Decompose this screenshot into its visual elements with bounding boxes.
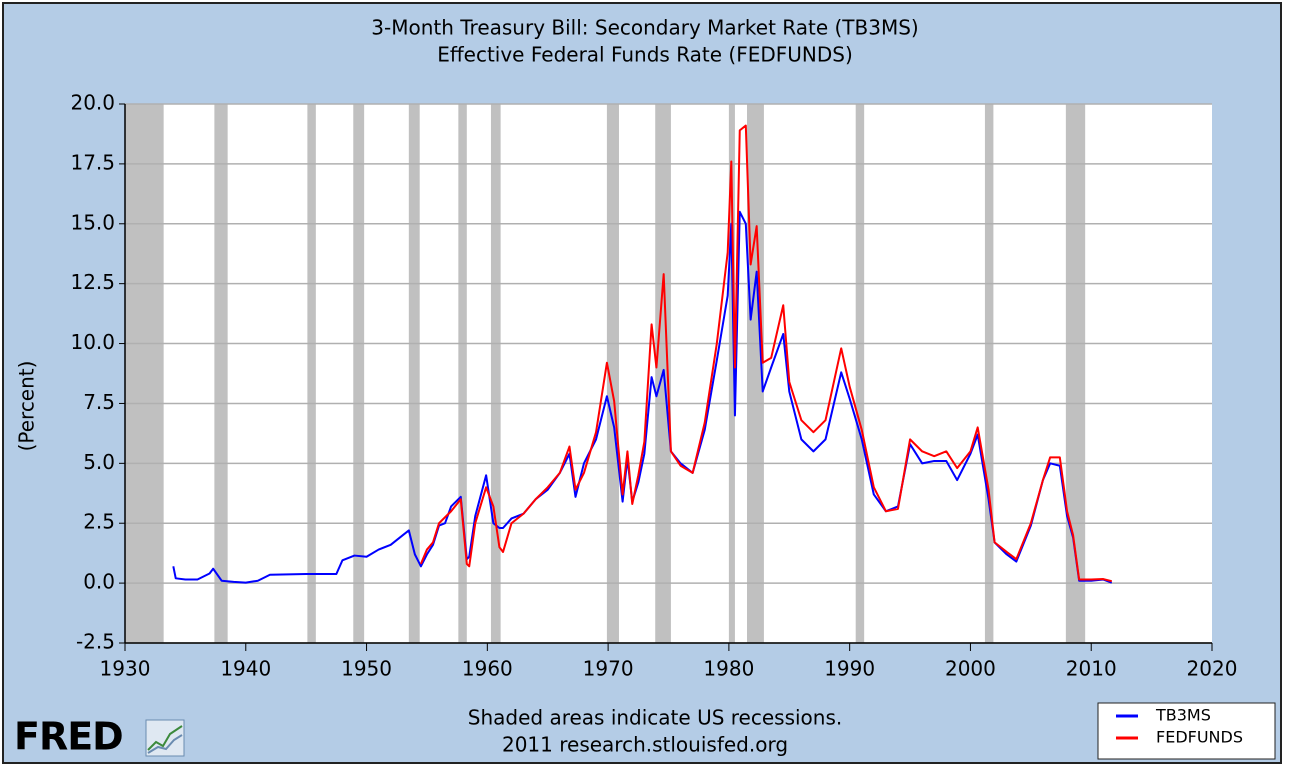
x-tick-label: 1980 [703, 657, 754, 681]
y-tick-label: 0.0 [83, 570, 115, 594]
x-tick-label: 1930 [100, 657, 151, 681]
x-tick-label: 2020 [1187, 657, 1238, 681]
y-tick-label: 5.0 [83, 450, 115, 474]
recession-band [855, 104, 865, 643]
source-note: 2011 research.stlouisfed.org [502, 733, 788, 757]
recession-band [458, 104, 467, 643]
y-tick-label: 2.5 [83, 510, 115, 534]
recession-band [984, 104, 994, 643]
x-tick-label: 1970 [583, 657, 634, 681]
chart-subtitle: Effective Federal Funds Rate (FEDFUNDS) [437, 43, 853, 67]
y-tick-label: 20.0 [70, 91, 115, 115]
recession-band [606, 104, 619, 643]
series-line [172, 210, 1113, 584]
logo-icon [145, 719, 185, 757]
y-tick-label: 12.5 [70, 270, 115, 294]
recession-note: Shaded areas indicate US recessions. [468, 706, 842, 730]
recession-band [747, 104, 764, 643]
legend-label: FEDFUNDS [1156, 728, 1243, 747]
chart-title: 3-Month Treasury Bill: Secondary Market … [371, 16, 918, 40]
recession-band [307, 104, 316, 643]
legend-box [1097, 702, 1276, 760]
y-tick-label: 10.0 [70, 330, 115, 354]
recession-band [125, 104, 164, 643]
y-tick-label: -2.5 [76, 630, 115, 654]
x-tick-label: 1940 [220, 657, 271, 681]
y-tick-label: 17.5 [70, 150, 115, 174]
y-axis-label: (Percent) [15, 361, 39, 452]
recession-band [408, 104, 420, 643]
y-tick-label: 7.5 [83, 390, 115, 414]
legend-label: TB3MS [1155, 706, 1211, 725]
recession-band [1065, 104, 1086, 643]
recession-band [490, 104, 501, 643]
logo: FRED [14, 715, 123, 759]
recession-band [353, 104, 365, 643]
y-tick-label: 15.0 [70, 210, 115, 234]
x-tick-label: 1960 [462, 657, 513, 681]
x-tick-label: 1990 [824, 657, 875, 681]
x-tick-label: 2010 [1066, 657, 1117, 681]
recession-band [214, 104, 228, 643]
recession-band [728, 104, 735, 643]
x-tick-label: 2000 [945, 657, 996, 681]
series-line [419, 124, 1112, 583]
x-tick-label: 1950 [341, 657, 392, 681]
